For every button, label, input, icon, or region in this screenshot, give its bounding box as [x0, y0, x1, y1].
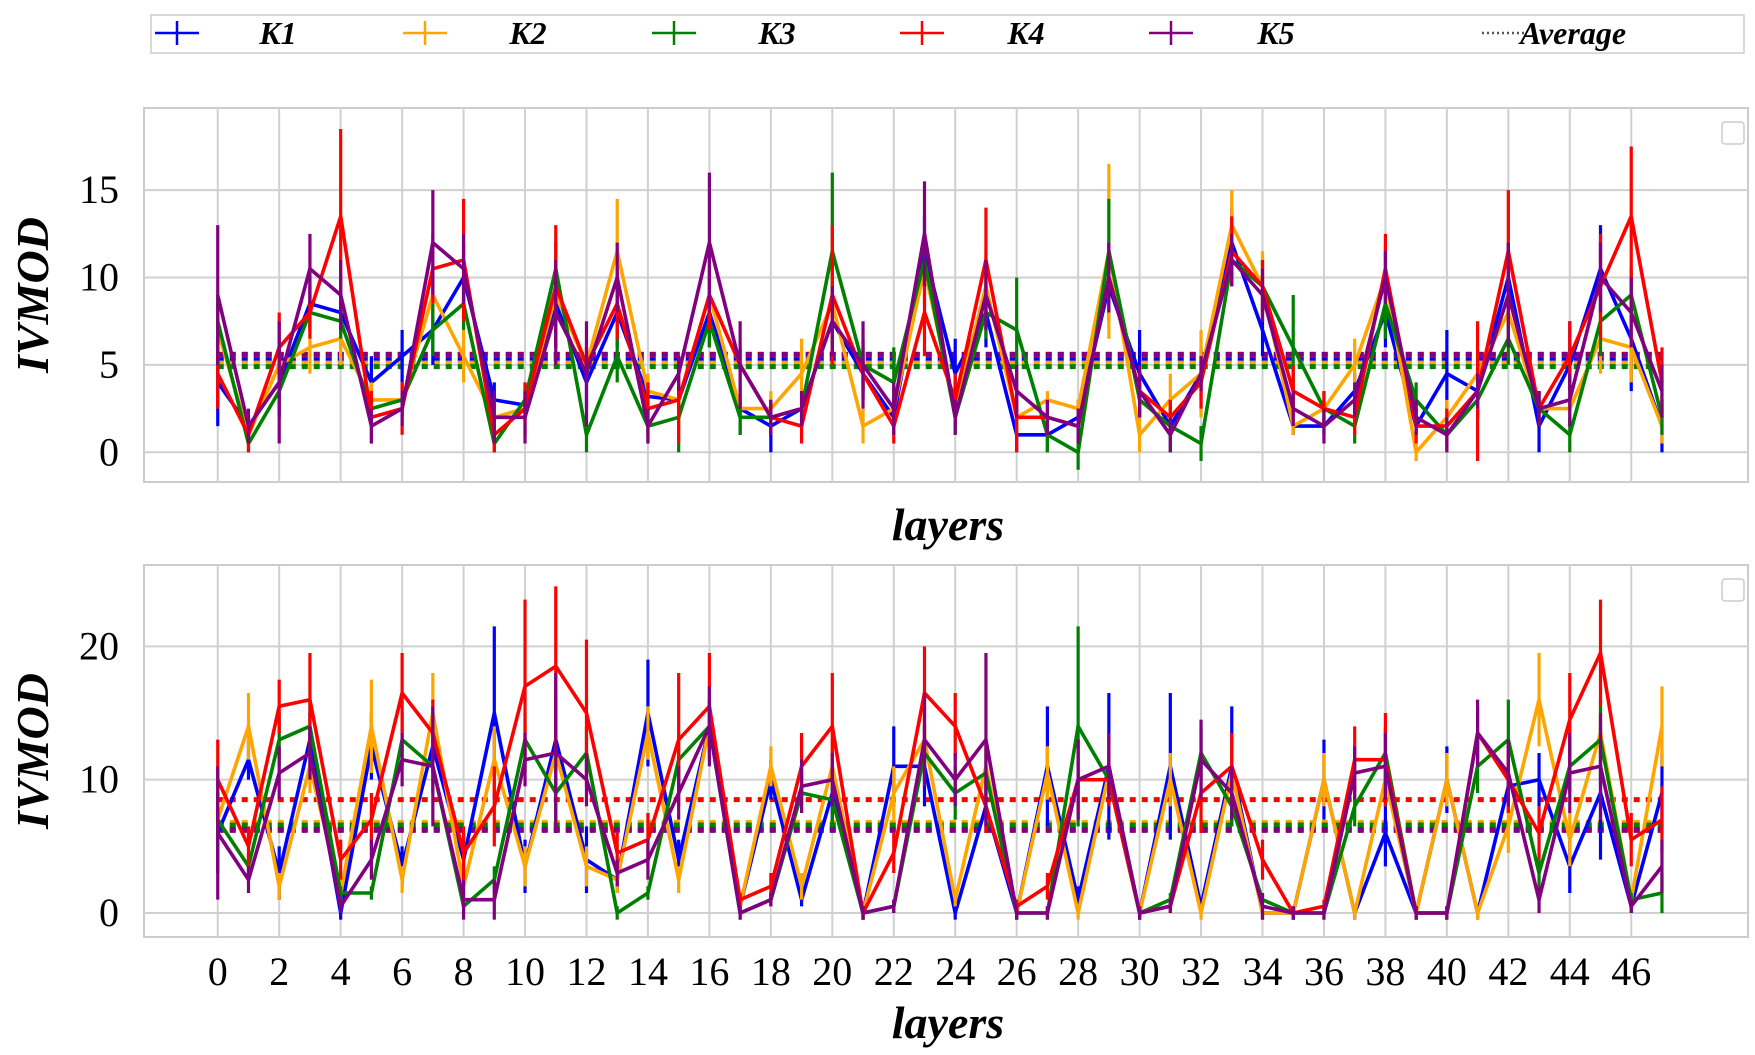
y-tick-label: 0 [99, 890, 119, 935]
y-tick-label: 10 [79, 255, 119, 300]
x-tick-label: 14 [628, 949, 668, 994]
x-tick-label: 42 [1488, 949, 1528, 994]
x-tick-label: 32 [1181, 949, 1221, 994]
x-tick-label: 12 [566, 949, 606, 994]
legend: K1 K2 K3 K4 K5 Average [150, 14, 1745, 54]
series-line-k1 [216, 240, 1664, 437]
y-tick-label: 5 [99, 342, 119, 387]
x-axis-title: layers [892, 997, 1004, 1048]
y-tick-label: 20 [79, 623, 119, 668]
legend-label-k1: K1 [258, 15, 296, 51]
x-tick-label: 10 [505, 949, 545, 994]
series-k5 [216, 653, 1664, 920]
x-tick-label: 30 [1120, 949, 1160, 994]
legend-label-k3: K3 [757, 15, 795, 51]
x-tick-label: 22 [874, 949, 914, 994]
y-tick-label: 10 [79, 757, 119, 802]
legend-handle-k2 [403, 21, 447, 45]
y-axis-title: IVMOD [7, 217, 58, 374]
empty-legend-box [1721, 121, 1745, 145]
x-tick-label: 44 [1550, 949, 1590, 994]
empty-legend-box [1721, 578, 1745, 602]
x-tick-label: 4 [331, 949, 351, 994]
x-tick-label: 36 [1304, 949, 1344, 994]
x-tick-label: 28 [1058, 949, 1098, 994]
y-axis-title: IVMOD [7, 673, 58, 830]
x-tick-label: 38 [1365, 949, 1405, 994]
legend-label-k4: K4 [1006, 15, 1044, 51]
series-line-k4 [216, 214, 1664, 437]
y-tick-label: 0 [99, 429, 119, 474]
x-tick-label: 6 [392, 949, 412, 994]
legend-label-average: Average [1518, 15, 1626, 51]
x-tick-label: 18 [751, 949, 791, 994]
x-tick-label: 34 [1242, 949, 1282, 994]
legend-handle-k3 [652, 21, 696, 45]
x-axis-title: layers [892, 499, 1004, 550]
x-tick-label: 46 [1611, 949, 1651, 994]
series-k5 [215, 172, 1664, 453]
legend-handle-k4 [900, 21, 944, 45]
x-tick-label: 0 [208, 949, 228, 994]
series-line-k5 [215, 232, 1664, 437]
x-tick-label: 8 [454, 949, 474, 994]
legend-handle-k5 [1149, 21, 1193, 45]
top-panel: 0 5 10 15 layers IVMOD [7, 107, 1749, 550]
x-tick-label: 40 [1427, 949, 1467, 994]
legend-handle-k1 [155, 21, 199, 45]
series-line-k3 [215, 249, 1664, 455]
x-tick-label: 2 [269, 949, 289, 994]
x-tick-label: 24 [935, 949, 975, 994]
plot-frame [143, 107, 1749, 483]
legend-label-k2: K2 [508, 15, 546, 51]
legend-label-k5: K5 [1256, 15, 1294, 51]
series-line-k2 [215, 697, 1664, 915]
y-tick-label: 15 [79, 167, 119, 212]
legend-frame [150, 14, 1745, 54]
series-line-k5 [216, 724, 1664, 915]
x-tick-label: 20 [812, 949, 852, 994]
x-tick-label: 16 [689, 949, 729, 994]
x-tick-label: 26 [997, 949, 1037, 994]
